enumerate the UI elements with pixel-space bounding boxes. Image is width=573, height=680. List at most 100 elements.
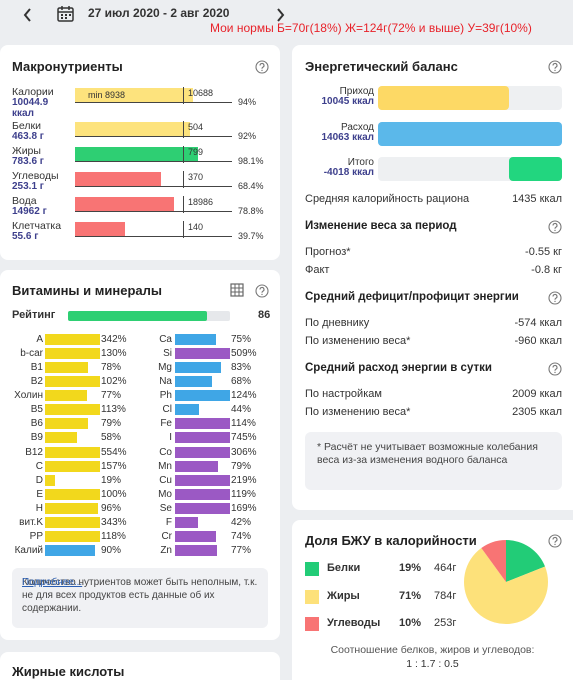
nutrient-bar [175,432,230,444]
legend-name: Углеводы [327,617,381,629]
bar-track [175,375,230,387]
pie-slice [506,540,546,582]
nutrient-bar [45,474,56,486]
nutrient-name: B2 [30,375,43,387]
bar-track [45,418,100,430]
nutrient-name: Na [159,375,172,387]
percent-label: 78.8% [238,206,264,216]
note-text: Количество нутриентов может быть неполны… [22,577,258,614]
nutrient-name: C [35,460,43,472]
nutrient-bar [175,361,221,373]
energy-bar [378,122,562,146]
nutrient-bar [45,432,77,444]
percent-label: 124% [231,390,257,402]
row-value: 2305 ккал [512,406,562,418]
bar-baseline [75,236,232,237]
nutrient-bar [75,122,190,136]
section-title: Средний расход энергии в сутки [305,362,492,374]
nutrient-name: B5 [30,404,43,416]
nutrient-bar [75,147,198,161]
next-button[interactable] [270,5,290,25]
nutrient-amount: 10044.9 ккал [12,97,49,119]
percent-label: 118% [101,531,126,543]
nutrient-bar [175,390,230,402]
percent-label: 119% [231,488,256,500]
card-title: Макронутриенты [12,59,123,74]
nutrient-name: Углеводы [12,170,59,182]
help-icon[interactable] [548,220,562,234]
row-value: -0.55 кг [525,246,562,258]
percent-label: 74% [231,531,252,543]
percent-label: 79% [231,460,252,472]
target-marker [183,87,184,104]
bar-track [45,361,100,373]
energy-value: 14063 ккал [321,132,374,143]
percent-label: 79% [101,418,122,430]
calendar-icon[interactable] [56,4,76,24]
nutrient-amount: 14962 г [12,206,47,217]
nutrient-name: A [36,333,43,345]
nutrient-name: вит.K [19,517,43,529]
help-icon[interactable] [548,60,562,74]
nutrient-name: Холин [14,390,43,402]
target-label: 370 [188,172,204,182]
energy-value: 10045 ккал [321,96,374,107]
legend-swatch [305,589,319,604]
legend-name: Жиры [327,589,360,602]
nutrient-bar [45,375,100,387]
date-range[interactable]: 27 июл 2020 - 2 авг 2020 [88,6,230,20]
nutrient-name: Se [159,503,172,515]
nutrient-name: Zn [160,545,172,557]
nutrient-name: Жиры [12,145,41,157]
nutrient-name: Ph [159,390,172,402]
energy-bar [378,86,510,110]
nutrient-amount: 463.8 г [12,131,44,142]
legend-grams: 464г [434,562,457,574]
percent-label: 306% [231,446,257,458]
nutrient-name: PP [29,531,43,543]
help-icon[interactable] [548,291,562,305]
nutrient-name: Cu [159,474,172,486]
help-icon[interactable] [548,362,562,376]
row-value: -0.8 кг [531,264,562,276]
percent-label: 68.4% [238,181,264,191]
percent-label: 342% [101,333,127,345]
help-icon[interactable] [255,284,269,298]
row-value: -574 ккал [514,317,562,329]
ratio-label: Соотношение белков, жиров и углеводов: [330,644,535,656]
bar-track [175,432,230,444]
pie-chart [464,540,548,624]
bar-track [175,503,230,515]
nutrient-name: Si [163,347,172,359]
min-label: min 8938 [88,90,126,100]
nutrient-bar [175,503,230,515]
bar-baseline [75,102,232,103]
bar-track [175,517,230,529]
rating-value: 86 [258,309,271,321]
nutrient-name: Белки [12,120,41,132]
legend-percent: 71% [399,589,422,602]
nutrient-bar [75,88,193,102]
bar-track [175,333,230,345]
row-label: Прогноз* [305,246,351,258]
nutrient-bar [45,517,100,529]
more-link[interactable]: Подробнее... [22,577,83,588]
table-icon[interactable] [230,283,244,297]
percent-label: 509% [231,347,257,359]
bar-track [175,390,230,402]
bar-track [45,347,100,359]
percent-label: 42% [231,517,252,529]
help-icon[interactable] [255,60,269,74]
ratio-value: 1 : 1.7 : 0.5 [406,658,459,670]
nutrient-name: B9 [30,432,43,444]
nutrient-bar [175,531,216,543]
percent-label: 157% [101,460,127,472]
target-label: 799 [188,147,204,157]
target-label: 18986 [188,197,214,207]
nutrient-bar [45,390,88,402]
nutrient-name: Co [159,446,172,458]
prev-button[interactable] [18,5,38,25]
nutrient-name: Ca [159,333,172,345]
help-icon[interactable] [548,534,562,548]
bar-track [175,361,230,373]
